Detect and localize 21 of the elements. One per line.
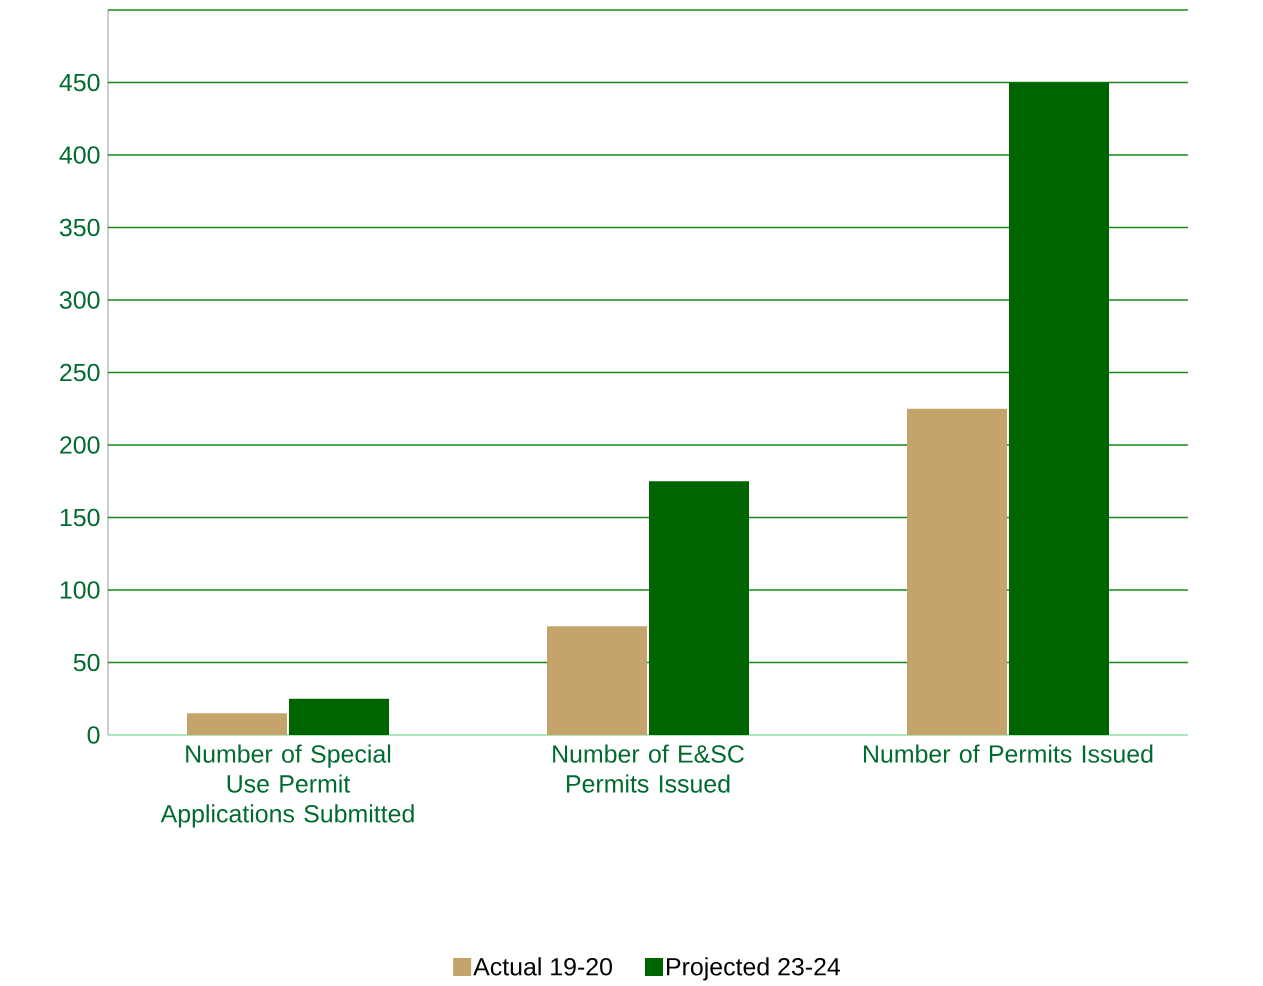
legend-label: Projected 23-24 xyxy=(667,957,841,981)
y-tick-label: 0 xyxy=(87,726,100,744)
bar xyxy=(649,481,749,735)
y-tick-label: 250 xyxy=(60,363,100,382)
bar xyxy=(289,698,389,735)
legend-label: Actual 19-20 xyxy=(473,957,612,976)
y-tick-label: 450 xyxy=(59,73,100,92)
bar xyxy=(907,408,1007,735)
x-tick-label: Number of Special Use Permit Applications Submitted xyxy=(160,744,414,828)
y-tick-label: 150 xyxy=(60,508,100,527)
y-tick-label: 200 xyxy=(60,436,100,454)
y-tick-label: 350 xyxy=(59,218,100,237)
bar xyxy=(547,626,647,735)
bar xyxy=(187,713,287,735)
y-tick-label: 400 xyxy=(59,146,100,164)
bar xyxy=(1008,82,1109,735)
y-tick-label: 100 xyxy=(60,581,100,599)
y-tick-label: 300 xyxy=(59,291,100,309)
x-tick-label: Number of Permits Issued xyxy=(864,744,1153,763)
y-tick-label: 50 xyxy=(73,653,100,672)
x-tick-label: Number of E&SC Permits Issued xyxy=(553,744,744,793)
